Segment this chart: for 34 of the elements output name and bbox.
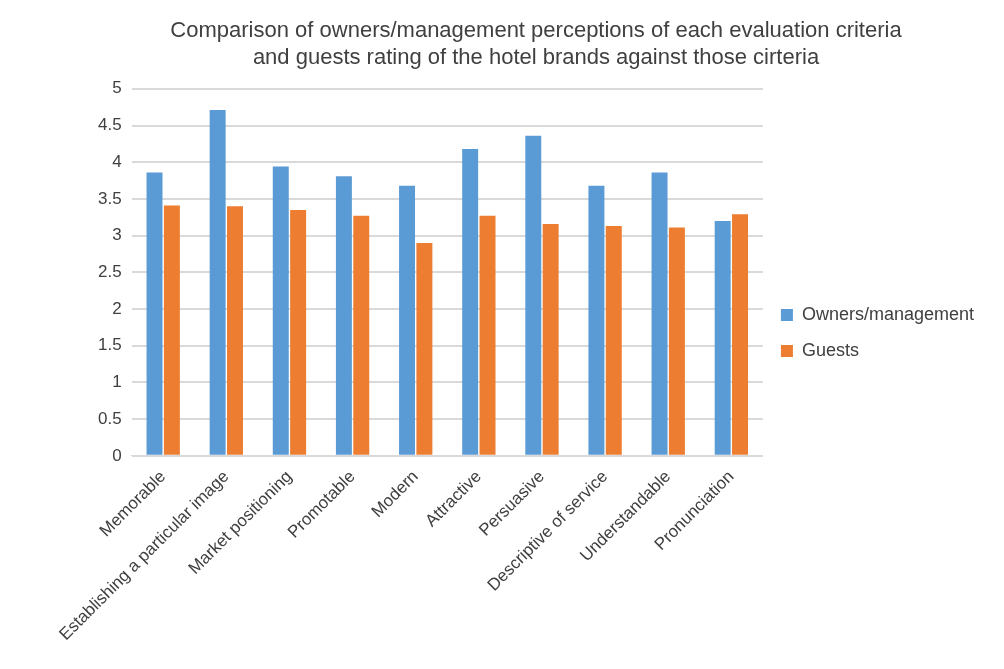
bar [732, 214, 749, 455]
legend-label: Owners/management [801, 303, 975, 324]
bar [416, 242, 433, 455]
y-tick-label: 5 [112, 78, 122, 98]
bar [146, 172, 163, 455]
bar [272, 166, 289, 455]
bar [588, 185, 605, 455]
bar [290, 209, 307, 455]
bar [399, 185, 416, 455]
bar [163, 205, 180, 455]
y-tick-label: 4.5 [97, 115, 122, 135]
bar [353, 215, 370, 455]
bar [335, 176, 352, 455]
y-tick-label: 4 [112, 151, 122, 171]
y-tick-label: 2 [112, 298, 122, 318]
y-tick-label: 1.5 [97, 335, 122, 355]
bar [714, 220, 731, 455]
bar [227, 206, 243, 455]
bar [462, 149, 479, 455]
y-tick-label: 2.5 [97, 262, 122, 282]
bar [525, 135, 542, 455]
bar [668, 227, 685, 455]
bar [479, 215, 496, 455]
y-tick-label: 1 [112, 372, 122, 392]
y-tick-label: 0.5 [97, 408, 122, 428]
bar [209, 110, 226, 455]
chart-title: Comparison of owners/management perceptions of each evaluation criteria and guests rating of the hotel brands against those cirteria [170, 17, 903, 69]
bar [651, 172, 668, 455]
y-tick-label: 3 [112, 225, 122, 245]
bar [542, 223, 559, 455]
bar [605, 226, 622, 455]
legend-label: Guests [801, 339, 859, 360]
y-tick-label: 3.5 [97, 188, 122, 208]
y-tick-label: 0 [112, 445, 122, 465]
